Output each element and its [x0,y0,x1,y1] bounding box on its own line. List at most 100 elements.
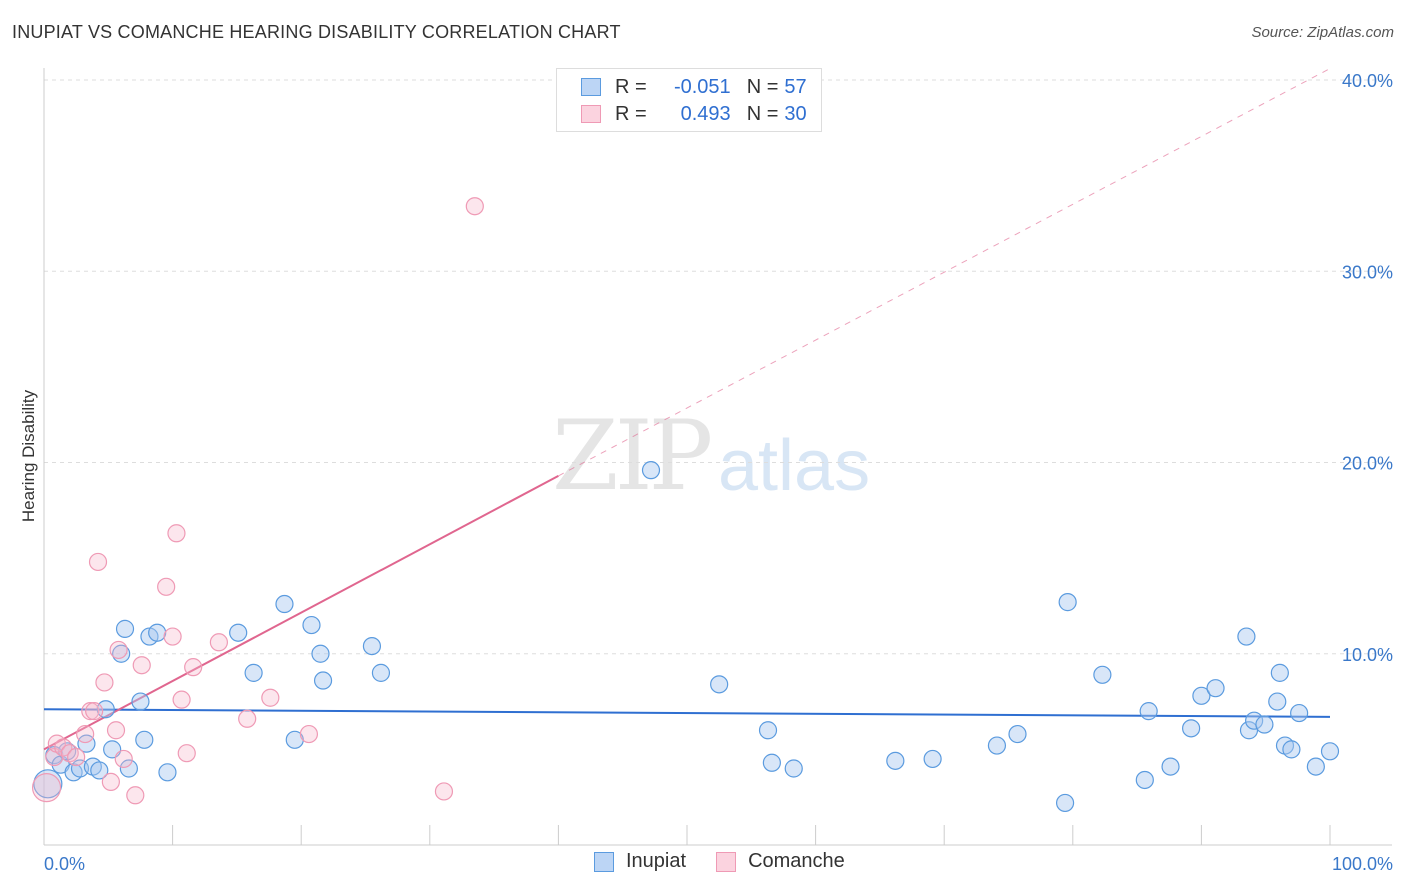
legend-n-value: 57 [784,75,807,98]
y-tick-label: 10.0% [1342,645,1393,665]
comanche-point [76,724,95,744]
comanche-point [184,658,203,677]
legend-n-label: N = [746,75,779,98]
series-label-inupiat: Inupiat [626,850,687,872]
y-tick-label: 40.0% [1342,71,1393,91]
inupiat-point [1290,703,1309,723]
inupiat-point [1055,793,1075,813]
comanche-trend-line [43,475,559,751]
inupiat-point [987,736,1007,755]
comanche-point [114,749,133,769]
legend-n-label: N = [746,102,779,125]
comanche-point [106,721,126,740]
chart-title: INUPIAT VS COMANCHE HEARING DISABILITY C… [12,22,621,42]
inupiat-point [762,753,781,772]
comanche-trend-extension [558,68,1331,477]
comanche-point [299,724,319,744]
inupiat-point [1093,665,1112,684]
inupiat-point [313,671,333,690]
inupiat-trend-line [43,708,1331,718]
series-legend: Inupiat Comanche [594,850,875,873]
x-tick-label: 0.0% [44,854,85,874]
series-label-comanche: Comanche [748,850,845,872]
inupiat-point [1268,692,1287,711]
inupiat-point [311,644,330,663]
legend-n-value: 30 [784,102,807,125]
inupiat-point [1161,757,1180,776]
axes [43,68,1392,846]
data-points [31,197,1340,813]
inupiat-point [1139,702,1158,721]
comanche-point [177,744,196,763]
inupiat-point [1320,742,1340,761]
comanche-point [109,640,128,660]
comanche-point [261,688,280,707]
comanche-point [31,773,62,803]
inupiat-point [1255,715,1274,734]
inupiat-point [641,461,661,480]
comanche-point [126,786,145,805]
inupiat-point [1192,686,1211,705]
inupiat-point [229,623,248,642]
inupiat-point [119,759,138,778]
legend-row-comanche: R = 0.493 N = 30 [581,101,807,127]
y-axis-label: Hearing Disability [19,389,38,522]
legend-r-label: R = [615,102,647,125]
comanche-point [95,673,114,692]
inupiat-point [1270,663,1289,682]
series-legend-inupiat: Inupiat [594,850,686,873]
inupiat-point [115,619,135,638]
inupiat-point [1008,724,1027,744]
inupiat-point [710,675,729,694]
comanche-point [465,197,484,216]
legend-r-value: 0.493 [680,102,731,125]
inupiat-point [1306,757,1325,776]
comanche-point [167,524,186,543]
inupiat-point [158,763,177,782]
comanche-point [238,709,257,728]
comanche-point [157,577,176,596]
comanche-point [172,690,191,709]
comanche-point [434,782,454,801]
trend-lines [43,68,1331,751]
inupiat-point [96,700,115,719]
inupiat-point [1058,593,1077,612]
inupiat-point [135,730,154,749]
inupiat-point [302,615,321,635]
inupiat-point [886,751,905,770]
inupiat-point [148,623,167,642]
inupiat-point [758,721,778,740]
inupiat-point [923,749,942,769]
comanche-point [67,747,86,767]
inupiat-point [1245,711,1264,730]
inupiat-point [90,761,109,780]
legend: R = -0.051 N = 57 R = 0.493 N = 30 [556,68,822,132]
comanche-point [209,633,228,652]
y-tick-label: 20.0% [1342,454,1393,474]
legend-r-value: -0.051 [673,75,731,98]
inupiat-point [784,759,803,778]
comanche-point [132,656,151,675]
comanche-point [88,552,108,572]
inupiat-point [362,636,382,656]
inupiat-point [1282,740,1301,759]
comanche-point [85,702,104,721]
inupiat-point [244,663,263,682]
inupiat-point [371,663,391,682]
watermark-atlas: atlas [718,426,871,506]
legend-r-label: R = [615,75,647,98]
legend-row-inupiat: R = -0.051 N = 57 [581,74,807,100]
grid-lines [44,79,1392,655]
comanche-point [101,772,120,791]
series-legend-comanche: Comanche [716,850,845,873]
watermark-zip: ZIP [552,400,713,512]
inupiat-point [1206,679,1225,698]
inupiat-point [1237,627,1256,646]
inupiat-point [1135,770,1154,790]
inupiat-point [1182,719,1201,738]
comanche-point [81,702,100,721]
legend-swatch-comanche [581,105,601,123]
series-swatch-inupiat [594,851,614,872]
inupiat-point [275,594,294,614]
